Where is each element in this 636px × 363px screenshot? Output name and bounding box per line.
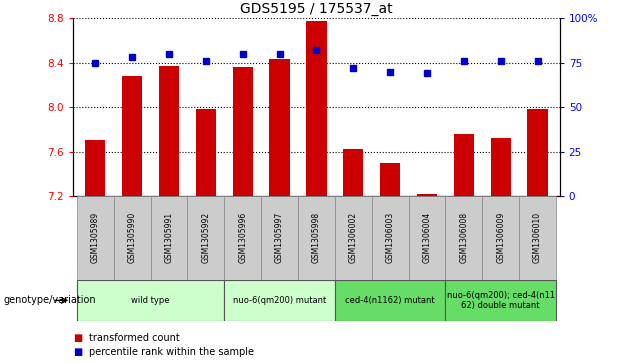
Bar [445,280,556,321]
Text: GSM1306008: GSM1306008 [459,212,468,263]
Text: GSM1305990: GSM1305990 [128,212,137,264]
Bar [519,196,556,280]
Text: GSM1306002: GSM1306002 [349,212,358,263]
Bar [490,138,511,196]
Bar [335,280,445,321]
Bar [225,280,335,321]
Bar [114,196,151,280]
Bar [233,67,253,196]
Bar [298,196,335,280]
Bar [188,196,225,280]
Bar [335,196,371,280]
Text: GSM1306004: GSM1306004 [422,212,431,264]
Text: ■: ■ [73,347,83,357]
Bar [85,140,106,196]
Bar [270,59,289,196]
Text: GSM1305992: GSM1305992 [202,212,211,263]
Title: GDS5195 / 175537_at: GDS5195 / 175537_at [240,2,392,16]
Bar [225,196,261,280]
Text: genotype/variation: genotype/variation [3,295,96,305]
Text: GSM1306009: GSM1306009 [496,212,505,264]
Text: GSM1305998: GSM1305998 [312,212,321,263]
Bar [417,194,437,196]
Text: GSM1305989: GSM1305989 [91,212,100,263]
Text: nuo-6(qm200); ced-4(n11
62) double mutant: nuo-6(qm200); ced-4(n11 62) double mutan… [446,291,555,310]
Bar [380,163,400,196]
Bar [482,196,519,280]
Text: ced-4(n1162) mutant: ced-4(n1162) mutant [345,296,435,305]
Text: GSM1305997: GSM1305997 [275,212,284,264]
Text: GSM1305991: GSM1305991 [165,212,174,263]
Bar [445,196,482,280]
Bar [408,196,445,280]
Text: GSM1306003: GSM1306003 [385,212,394,264]
Bar [343,149,363,196]
Bar [77,280,225,321]
Text: transformed count: transformed count [89,333,180,343]
Bar [159,66,179,196]
Bar [261,196,298,280]
Bar [196,109,216,196]
Text: nuo-6(qm200) mutant: nuo-6(qm200) mutant [233,296,326,305]
Bar [151,196,188,280]
Text: GSM1305996: GSM1305996 [238,212,247,264]
Bar [122,76,142,196]
Text: GSM1306010: GSM1306010 [533,212,542,263]
Bar [371,196,408,280]
Bar [307,21,326,196]
Text: percentile rank within the sample: percentile rank within the sample [89,347,254,357]
Bar [453,134,474,196]
Text: ■: ■ [73,333,83,343]
Bar [527,109,548,196]
Text: wild type: wild type [131,296,170,305]
Bar [77,196,114,280]
